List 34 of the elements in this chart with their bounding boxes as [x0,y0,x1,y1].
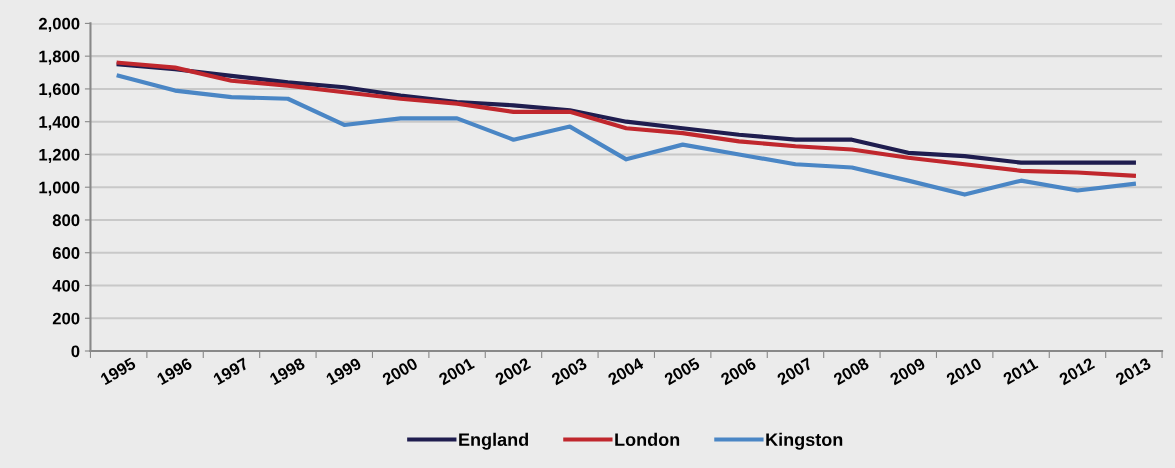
y-tick-label: 200 [52,312,80,325]
x-tick-label: 1997 [212,357,250,386]
x-tick-label: 2005 [663,357,701,386]
legend-label: Kingston [766,432,843,450]
x-tick-label: 2011 [1002,357,1039,385]
x-tick-label: 2001 [437,357,475,386]
x-tick-label: 2004 [607,356,645,386]
x-tick-label: 1995 [99,357,137,386]
y-tick-label: 1,800 [39,50,80,65]
y-tick-label: 1,400 [39,116,80,131]
y-tick-label: 600 [52,247,80,259]
x-tick-label: 2003 [550,357,588,386]
x-tick-label: 2002 [494,357,532,386]
y-tick-label: 1,600 [39,83,80,98]
x-tick-label: 1999 [325,357,363,386]
y-tick-label: 800 [52,214,80,227]
y-tick-label: 400 [52,279,80,292]
legend-label: England [459,432,529,450]
line-series [116,73,1136,197]
x-tick-label: 1998 [269,357,306,386]
y-tick-label: 1,000 [39,181,80,196]
x-tick-label: 2012 [1058,357,1096,386]
x-tick-label: 2007 [776,357,814,386]
x-tick-label: 2010 [945,357,983,386]
y-tick-label: 2,000 [38,17,80,33]
x-tick-label: 2013 [1114,357,1152,386]
x-tick-label: 1996 [156,357,193,386]
y-tick-label: 1,200 [39,148,80,164]
x-tick-label: 2008 [832,357,870,386]
x-tick-label: 2009 [889,357,927,386]
x-tick-label: 2000 [381,357,419,386]
legend-label: London [615,432,680,447]
x-tick-label: 2006 [719,357,757,386]
y-tick-label: 0 [71,345,80,358]
